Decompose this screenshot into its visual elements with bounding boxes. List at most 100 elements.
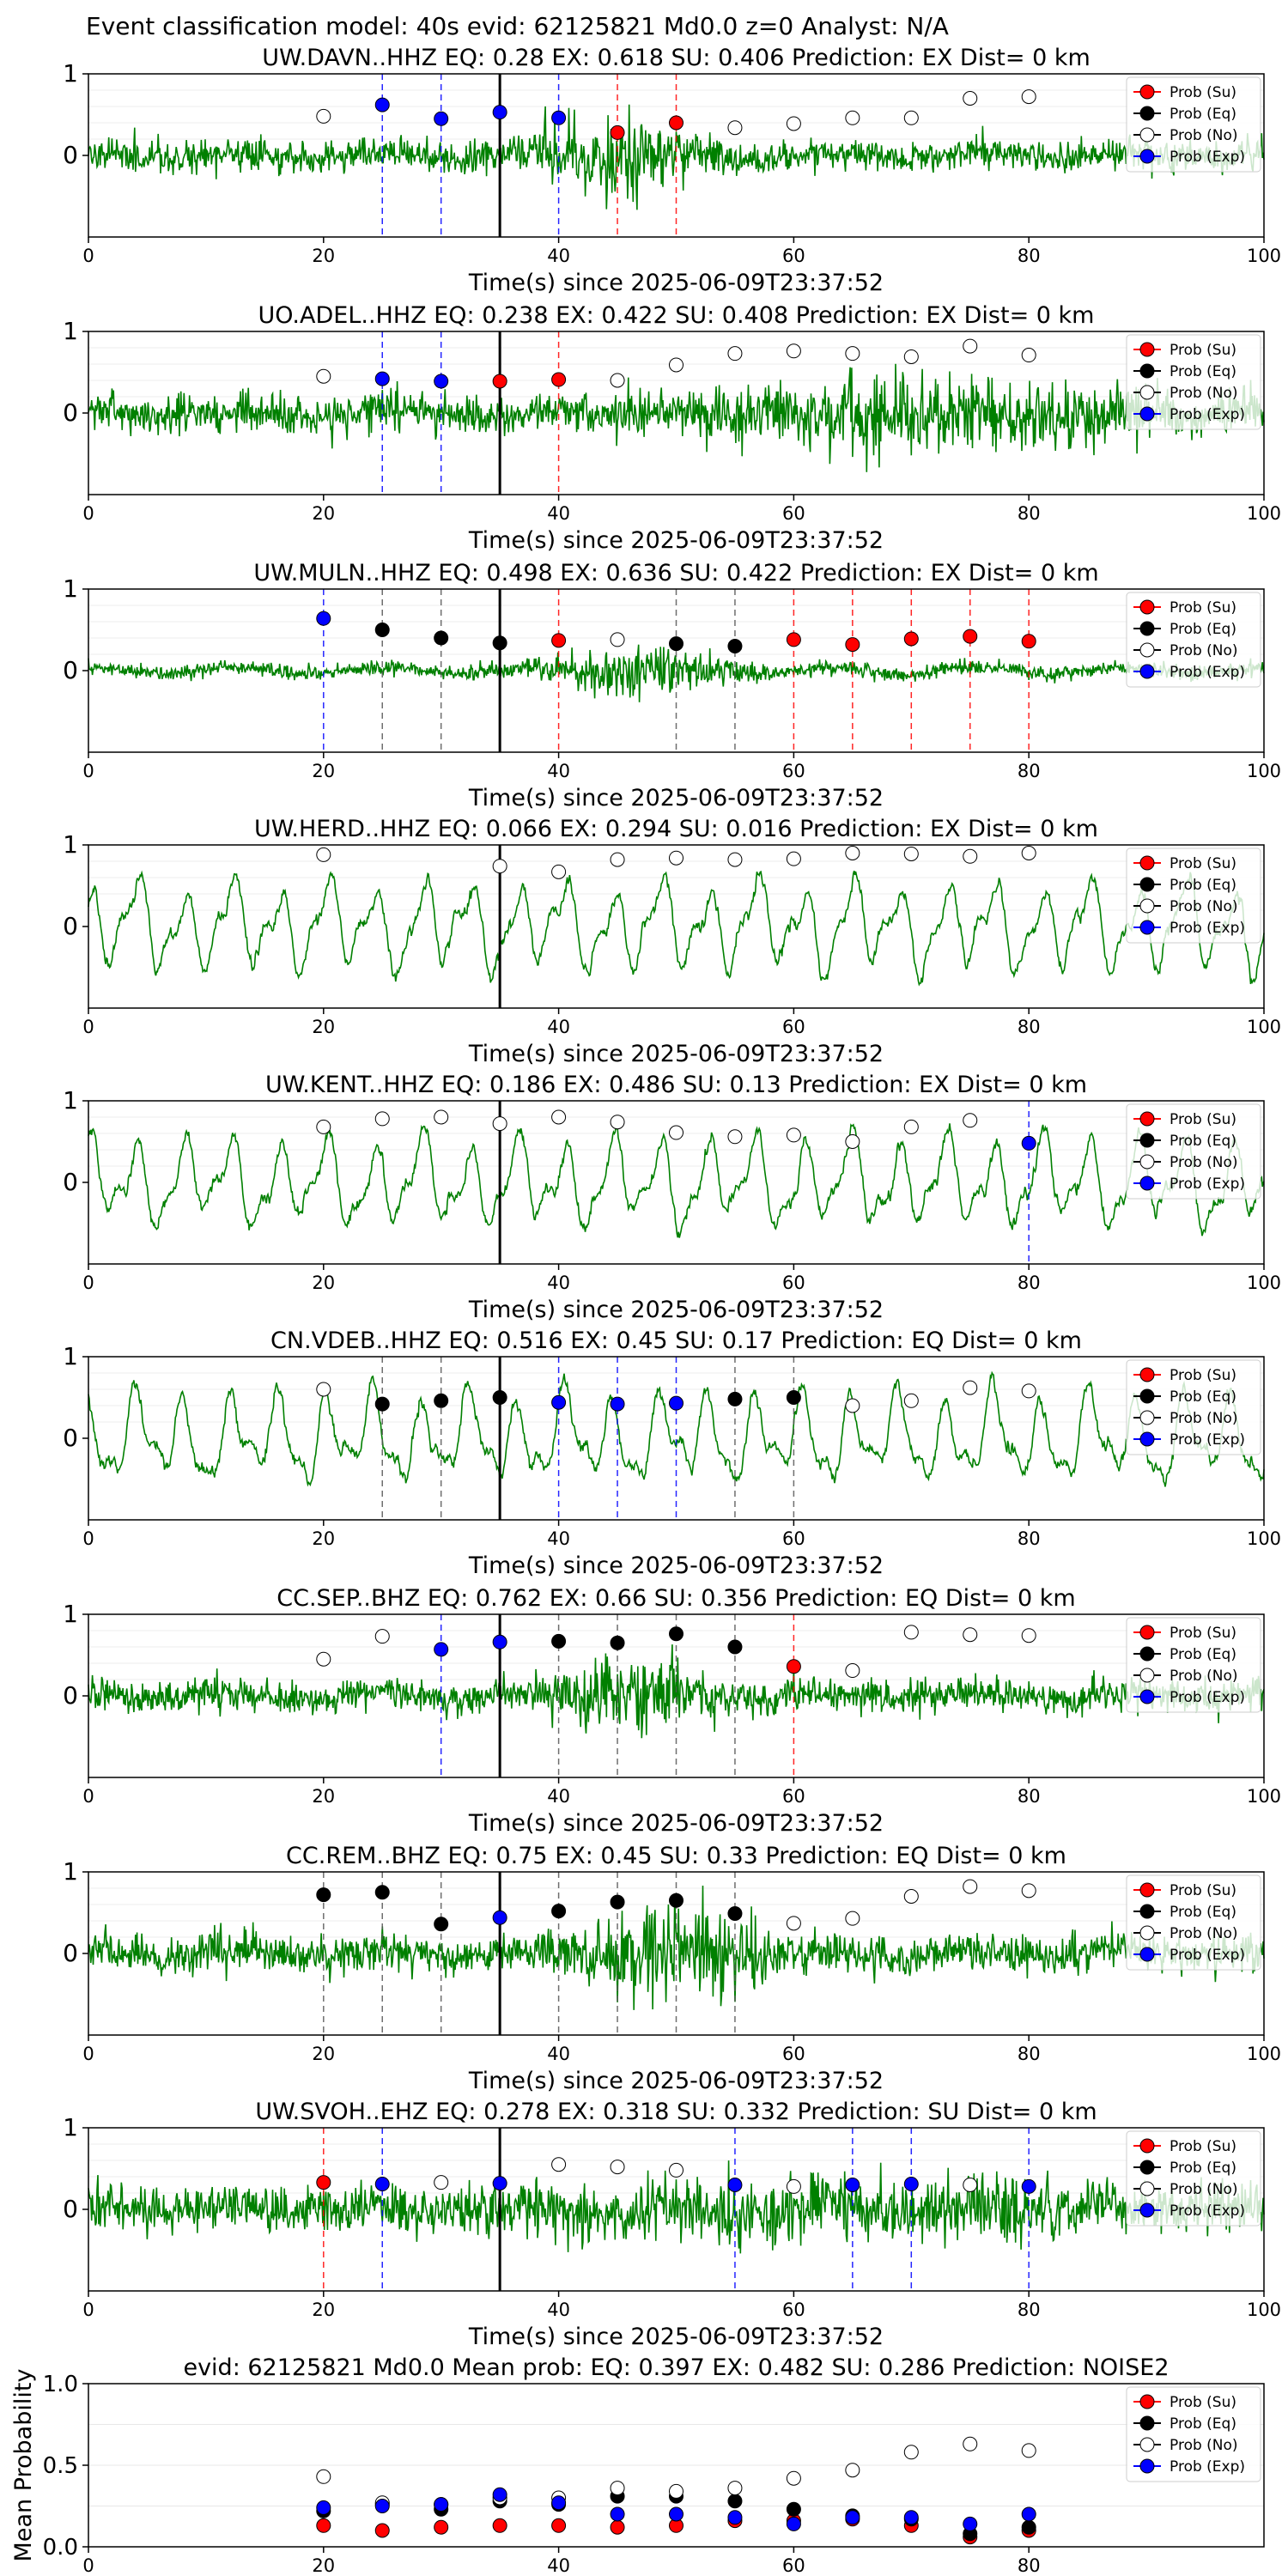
mean-point-su	[610, 2519, 625, 2535]
prob-point-no	[316, 368, 331, 384]
x-tick-label: 60	[782, 2555, 805, 2576]
y-tick-label: 1	[63, 2113, 78, 2142]
mean-point-no	[669, 2483, 683, 2499]
mean-point-su	[492, 2518, 507, 2533]
prob-point-eq	[669, 1893, 683, 1908]
x-tick-label: 0	[82, 2044, 94, 2064]
legend-marker-no	[1139, 2437, 1155, 2452]
prob-point-no	[786, 116, 801, 131]
y-tick-label: 1	[63, 317, 78, 345]
prob-point-eq	[434, 1917, 449, 1932]
x-tick-label: 40	[547, 761, 570, 781]
x-axis-label: Time(s) since 2025-06-09T23:37:52	[468, 785, 884, 811]
mean-point-exp	[610, 2506, 625, 2522]
legend-marker-su	[1139, 342, 1155, 357]
mean-point-no	[316, 2469, 331, 2484]
legend-label: Prob (No)	[1170, 1668, 1238, 1685]
prob-point-eq	[374, 1885, 390, 1900]
legend-label: Prob (Exp)	[1170, 406, 1245, 423]
x-tick-label: 20	[312, 503, 335, 524]
legend-marker-eq	[1139, 877, 1155, 892]
prob-point-no	[727, 852, 743, 867]
legend: Prob (Su) Prob (Eq) Prob (No) Prob (Exp)	[1126, 2386, 1261, 2482]
prob-point-no	[845, 1911, 860, 1926]
prob-point-no	[963, 2178, 978, 2192]
y-tick-label: 0	[63, 398, 78, 427]
mean-point-su	[434, 2519, 449, 2535]
x-tick-label: 20	[312, 2044, 335, 2064]
x-tick-label: 0	[82, 503, 94, 524]
prob-point-no	[551, 2157, 567, 2172]
prob-point-exp	[434, 374, 449, 389]
prob-point-eq	[316, 1887, 331, 1903]
prob-point-eq	[727, 1391, 743, 1406]
legend-marker-eq	[1139, 106, 1155, 121]
legend-marker-su	[1139, 855, 1155, 871]
legend-marker-exp	[1139, 1689, 1155, 1704]
legend-frame	[1126, 1617, 1261, 1713]
mean-point-exp	[669, 2506, 683, 2522]
legend-marker-exp	[1139, 1947, 1155, 1962]
legend-label: Prob (No)	[1170, 385, 1238, 402]
y-tick-label: 0	[63, 2195, 78, 2223]
x-tick-label: 80	[1018, 1273, 1041, 1293]
legend-label: Prob (Su)	[1170, 2138, 1236, 2155]
prob-point-exp	[610, 1396, 625, 1412]
prob-point-no	[610, 1115, 625, 1130]
prob-point-no	[845, 1398, 860, 1413]
mean-point-eq	[727, 2494, 743, 2509]
legend-marker-exp	[1139, 664, 1155, 679]
legend-marker-eq	[1139, 2160, 1155, 2175]
prob-point-exp	[903, 2177, 919, 2192]
mean-point-exp	[374, 2499, 390, 2513]
prob-point-su	[610, 125, 625, 140]
x-tick-label: 40	[547, 246, 570, 266]
legend-marker-eq	[1139, 1388, 1155, 1404]
prob-point-no	[845, 346, 860, 361]
waveform-trace	[88, 363, 1265, 472]
panel-1: UW.DAVN..HHZ EQ: 0.28 EX: 0.618 SU: 0.40…	[63, 45, 1281, 296]
x-tick-label: 0	[82, 1017, 94, 1037]
panel-2: UO.ADEL..HHZ EQ: 0.238 EX: 0.422 SU: 0.4…	[63, 302, 1281, 554]
legend-marker-su	[1139, 1882, 1155, 1898]
prob-point-exp	[374, 2177, 390, 2192]
prob-point-exp	[551, 110, 567, 125]
legend: Prob (Su) Prob (Eq) Prob (No) Prob (Exp)	[1126, 848, 1261, 944]
prob-point-su	[492, 374, 507, 389]
x-axis-label: Time(s) since 2025-06-09T23:37:52	[468, 1552, 884, 1579]
legend: Prob (Su) Prob (Eq) Prob (No) Prob (Exp)	[1126, 334, 1261, 430]
prob-point-no	[316, 847, 331, 862]
panel-3: UW.MULN..HHZ EQ: 0.498 EX: 0.636 SU: 0.4…	[63, 560, 1281, 811]
y-tick-label: 1.0	[43, 2372, 78, 2397]
legend-marker-exp	[1139, 920, 1155, 935]
prob-point-no	[1021, 348, 1036, 363]
y-tick-label: 0	[63, 1424, 78, 1452]
prob-point-exp	[316, 611, 331, 626]
legend-frame	[1126, 2386, 1261, 2482]
y-tick-label: 0	[63, 141, 78, 169]
legend-label: Prob (Su)	[1170, 599, 1236, 617]
prob-point-no	[845, 110, 860, 125]
prob-point-exp	[434, 1642, 449, 1657]
y-tick-label: 0.0	[43, 2535, 78, 2561]
panel-8: CC.REM..BHZ EQ: 0.75 EX: 0.45 SU: 0.33 P…	[63, 1843, 1281, 2094]
prob-point-no	[903, 1889, 919, 1904]
legend-marker-su	[1139, 1367, 1155, 1382]
suptitle: Event classification model: 40s evid: 62…	[86, 12, 949, 40]
legend: Prob (Su) Prob (Eq) Prob (No) Prob (Exp)	[1126, 76, 1261, 173]
legend-marker-eq	[1139, 621, 1155, 636]
x-tick-label: 60	[782, 503, 805, 524]
prob-point-no	[1021, 89, 1036, 105]
prob-point-eq	[374, 1396, 390, 1412]
prob-point-su	[845, 637, 860, 653]
prob-point-su	[1021, 634, 1036, 649]
prob-point-exp	[845, 2178, 860, 2192]
prob-point-no	[963, 848, 978, 864]
legend-label: Prob (Exp)	[1170, 2458, 1245, 2476]
legend-label: Prob (No)	[1170, 127, 1238, 144]
legend-marker-exp	[1139, 149, 1155, 164]
prob-point-no	[1021, 1883, 1036, 1899]
prob-point-no	[374, 1111, 390, 1127]
prob-point-su	[551, 633, 567, 648]
x-tick-label: 60	[782, 1528, 805, 1549]
